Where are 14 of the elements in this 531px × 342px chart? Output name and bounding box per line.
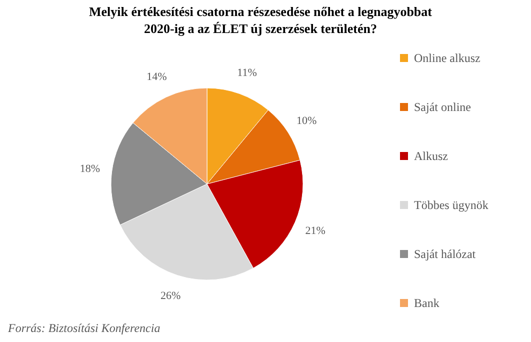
text: Forrás: Biztosítási Konferencia <box>7 321 160 335</box>
data-label: 10% <box>296 114 317 127</box>
data-label: 21% <box>305 224 326 237</box>
legend-label: Alkusz <box>414 149 448 163</box>
data-label: 14% <box>146 71 167 84</box>
chart-title: Melyik értékesítési csatorna részesedése nőhet a legnagyobbat 2020-ig a az ÉLET új szerzések területén? <box>89 4 433 36</box>
data-label: 26% <box>160 290 181 302</box>
legend-label: Saját hálózat <box>414 247 476 261</box>
data-label: 11% <box>237 66 257 79</box>
legend-label: Online alkusz <box>414 51 480 65</box>
legend-label: Bank <box>414 296 440 310</box>
legend-label: Saját online <box>414 100 471 114</box>
legend-label: Többes ügynök <box>414 198 488 212</box>
data-label: 18% <box>80 163 100 176</box>
